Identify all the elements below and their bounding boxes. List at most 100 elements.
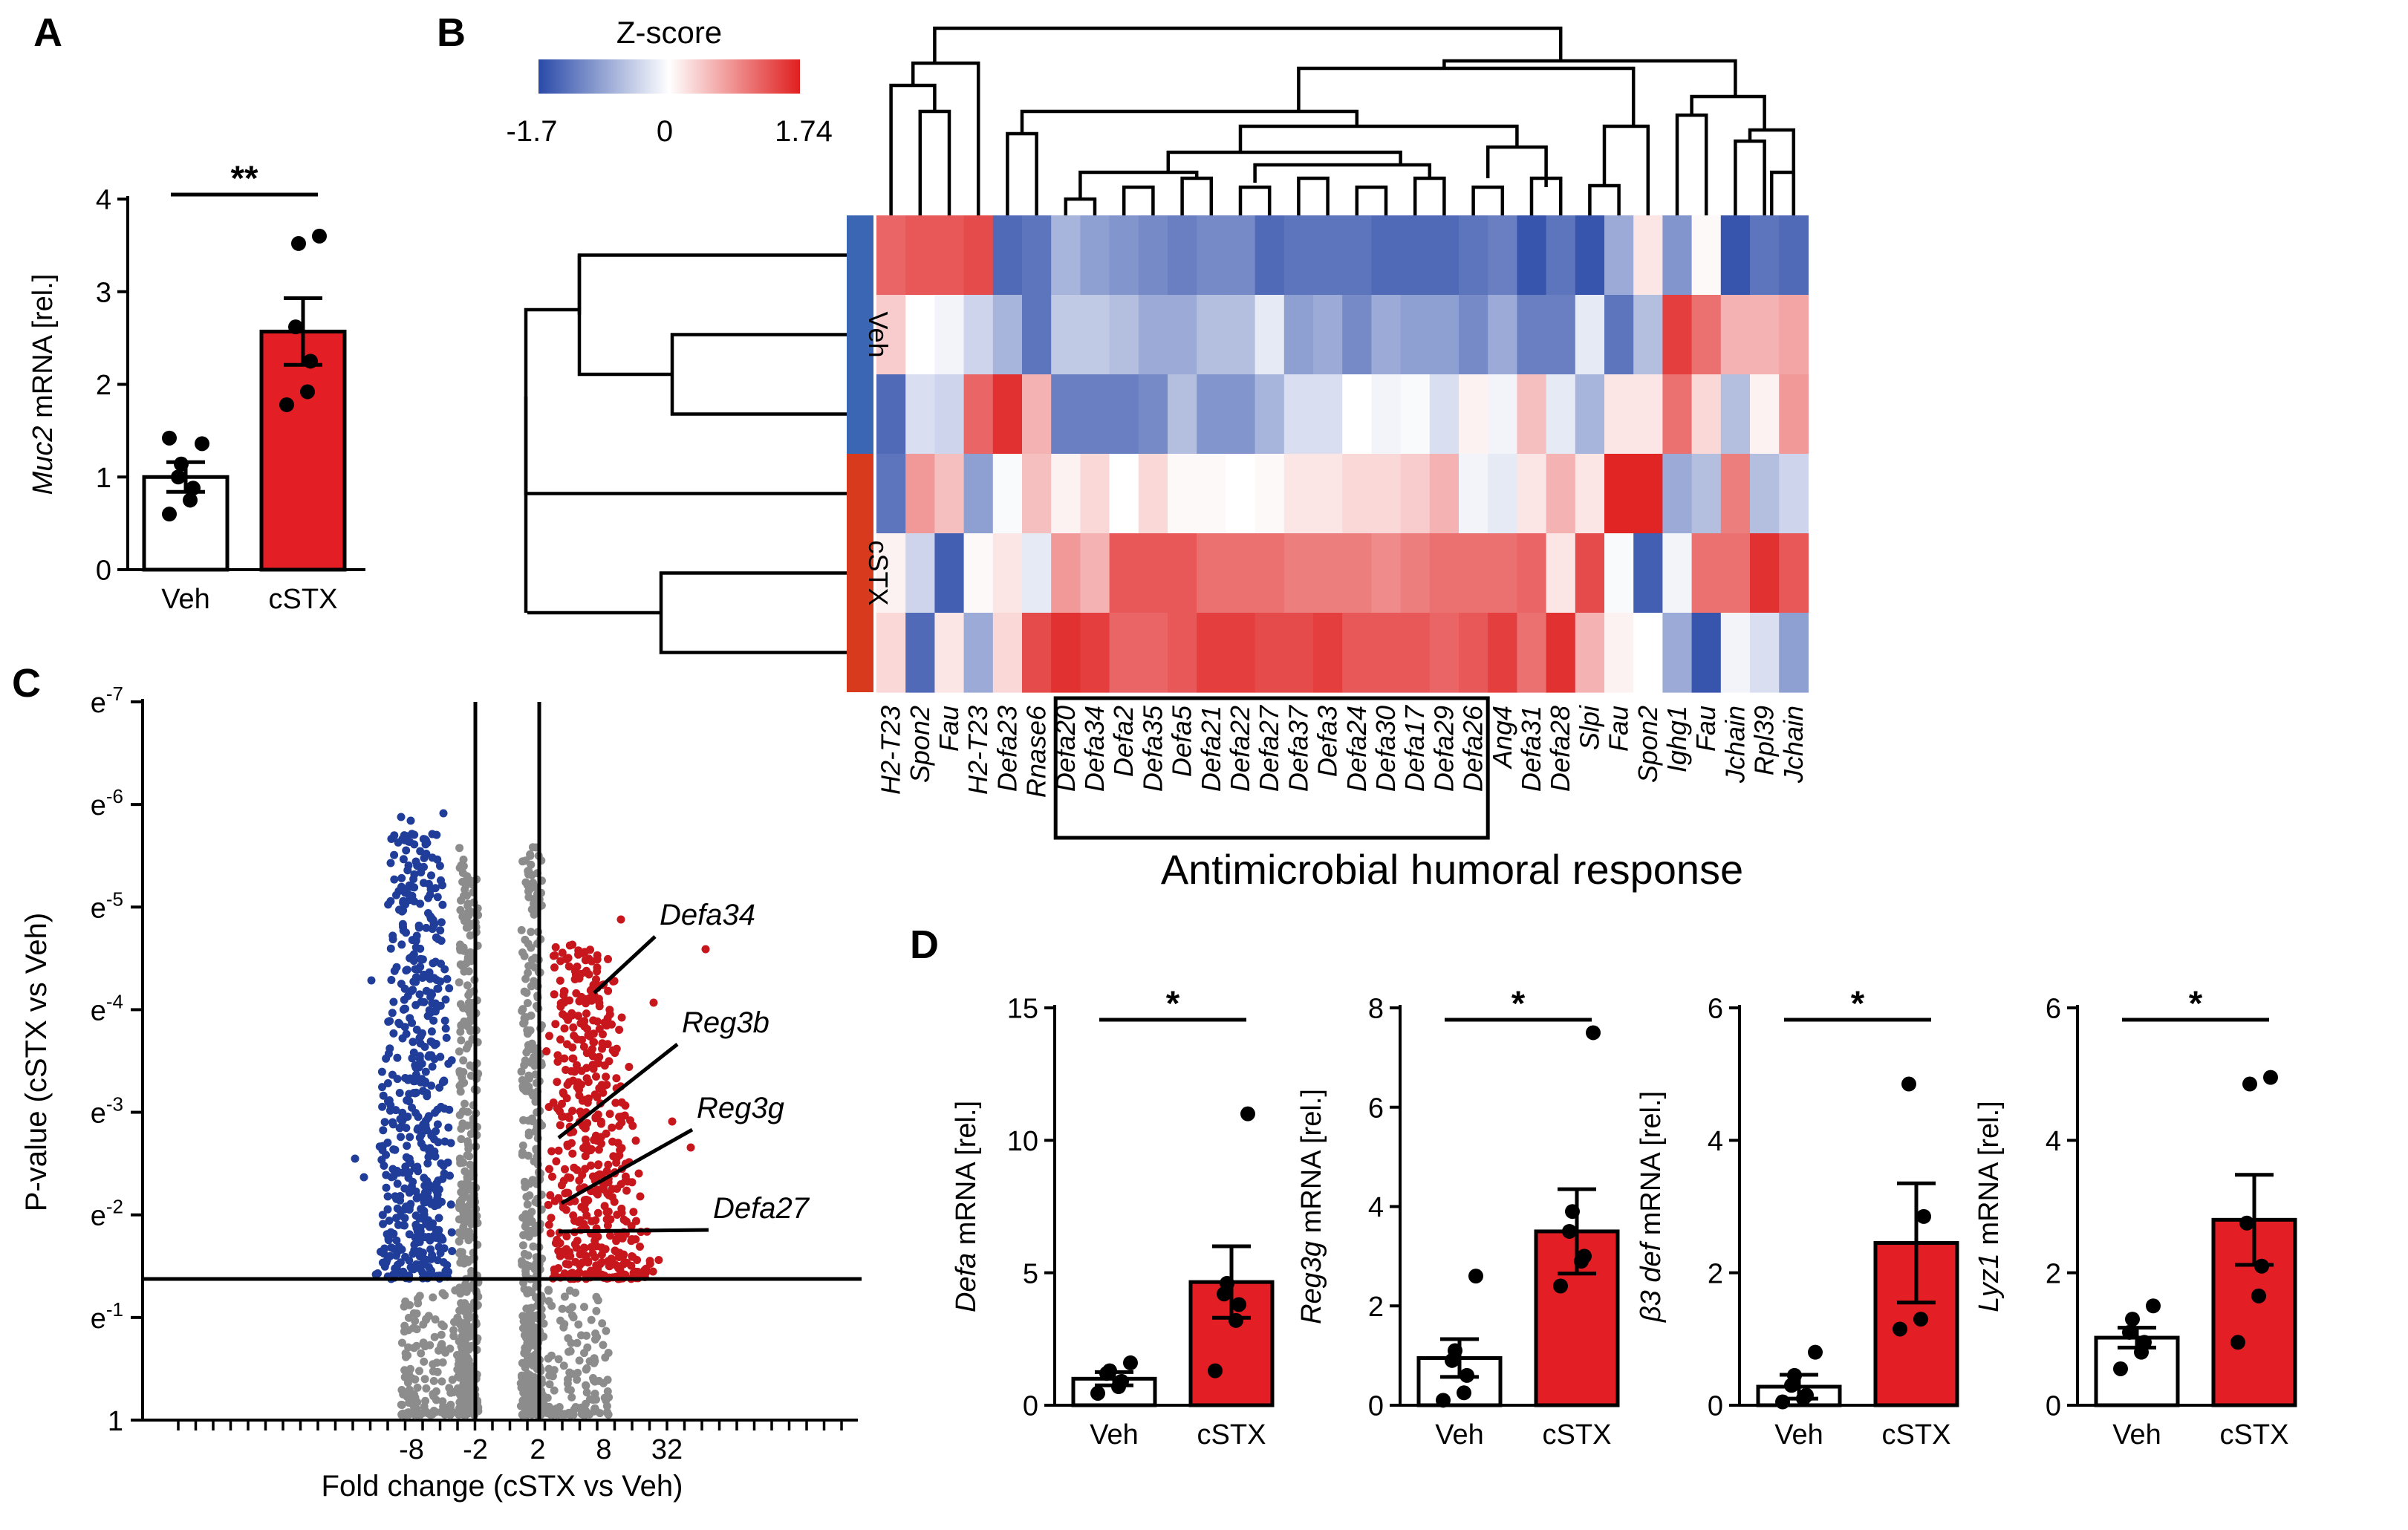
significance-stars: *: [2189, 984, 2203, 1023]
scatter-point: [446, 1200, 455, 1209]
heatmap-cell: [934, 295, 965, 375]
scatter-point: [456, 1027, 465, 1036]
scatter-point: [590, 1061, 599, 1070]
scatter-point: [564, 1188, 573, 1197]
scatter-point: [466, 1160, 475, 1169]
heatmap-cell: [1779, 613, 1809, 693]
y-tick-exponent: -3: [106, 1093, 123, 1116]
scatter-point: [565, 1248, 574, 1257]
scatter-point: [403, 1142, 411, 1150]
heatmap-cell: [1226, 295, 1256, 375]
heatmap-cell: [876, 533, 906, 613]
heatmap-cell: [1255, 295, 1285, 375]
column-label: H2-T23: [876, 706, 906, 795]
data-point: [174, 456, 189, 472]
scatter-point: [389, 1145, 398, 1154]
heatmap-cell: [963, 533, 994, 613]
y-tick-label: 0: [1708, 1391, 1723, 1422]
scatter-point: [420, 1125, 429, 1134]
heatmap-cell: [1459, 533, 1488, 613]
scatter-point: [462, 1287, 471, 1296]
scatter-point: [413, 1383, 422, 1392]
y-tick-label: e-7: [91, 683, 123, 719]
heatmap-cell: [1662, 374, 1693, 455]
scatter-point: [627, 1222, 636, 1231]
scatter-point: [397, 1400, 406, 1409]
x-tick-label: cSTX: [1197, 1419, 1266, 1451]
scatter-point: [434, 1200, 443, 1209]
scatter-point: [436, 1052, 445, 1061]
scatter-point: [426, 1267, 435, 1276]
scatter-point: [415, 1247, 424, 1256]
column-dendrogram-link: [1297, 176, 1330, 215]
scatter-point: [604, 1207, 613, 1216]
colorbar-tick-label: -1.7: [507, 115, 558, 148]
x-axis-label: Fold change (cSTX vs Veh): [322, 1470, 683, 1503]
scatter-point: [525, 1074, 533, 1083]
scatter-point: [419, 1338, 428, 1347]
heatmap-cell: [1517, 613, 1547, 693]
scatter-point: [527, 928, 536, 937]
heatmap-cell: [934, 533, 965, 613]
scatter-point: [616, 915, 625, 924]
heatmap-cell: [1633, 533, 1663, 613]
heatmap-cell: [876, 613, 906, 693]
scatter-point: [385, 1044, 394, 1053]
scatter-point: [539, 1332, 548, 1341]
heatmap-cell: [1517, 454, 1547, 534]
scatter-point: [432, 1407, 440, 1416]
heatmap-cell: [1226, 613, 1256, 693]
scatter-point: [411, 1070, 420, 1079]
scatter-point: [561, 1165, 569, 1173]
scatter-point: [553, 1058, 562, 1066]
scatter-point: [455, 944, 464, 953]
scatter-point: [564, 1260, 573, 1269]
scatter-point: [463, 899, 472, 908]
scatter-point: [604, 954, 612, 963]
scatter-point: [410, 830, 419, 839]
scatter-point: [402, 846, 411, 855]
scatter-point: [450, 1318, 458, 1326]
scatter-point: [435, 1083, 444, 1092]
scatter-point: [400, 1004, 409, 1013]
x-tick-label: -2: [463, 1434, 488, 1465]
heatmap-cell: [1691, 454, 1722, 534]
column-label: Jchain: [1719, 706, 1750, 784]
scatter-point: [527, 1208, 536, 1217]
scatter-point: [465, 1227, 474, 1236]
scatter-point: [431, 884, 440, 893]
scatter-point: [545, 1032, 553, 1041]
scatter-point: [629, 1208, 638, 1217]
heatmap-cell: [876, 215, 906, 296]
group-label-veh: Veh: [863, 311, 894, 357]
x-tick-label: 32: [651, 1434, 683, 1465]
scatter-point: [393, 1179, 402, 1188]
scatter-point: [414, 1410, 423, 1419]
x-tick-label: Veh: [1435, 1419, 1484, 1451]
scatter-point: [587, 1266, 595, 1275]
heatmap-cell: [1691, 533, 1722, 613]
scatter-point: [426, 989, 435, 997]
y-tick-base: e: [91, 1303, 106, 1335]
column-dendrogram-link: [1122, 185, 1155, 215]
column-dendrogram-link: [1064, 197, 1097, 215]
scatter-point: [579, 1042, 588, 1051]
heatmap-cell: [1051, 533, 1081, 613]
heatmap-cell: [1546, 533, 1576, 613]
scatter-point: [404, 1408, 413, 1417]
scatter-point: [409, 1048, 418, 1057]
scatter-point: [466, 931, 475, 940]
x-tick-label: cSTX: [2220, 1419, 2289, 1451]
heatmap-cell: [905, 613, 935, 693]
scatter-point: [386, 944, 395, 953]
scatter-point: [425, 1223, 434, 1231]
scatter-point: [463, 1364, 471, 1373]
scatter-point: [393, 1260, 402, 1269]
column-label: Defa23: [992, 706, 1022, 792]
scatter-point: [580, 1200, 589, 1208]
scatter-point: [390, 966, 399, 975]
scatter-point: [567, 1269, 576, 1278]
bar-cstx: [259, 329, 347, 572]
scatter-point: [570, 975, 579, 983]
